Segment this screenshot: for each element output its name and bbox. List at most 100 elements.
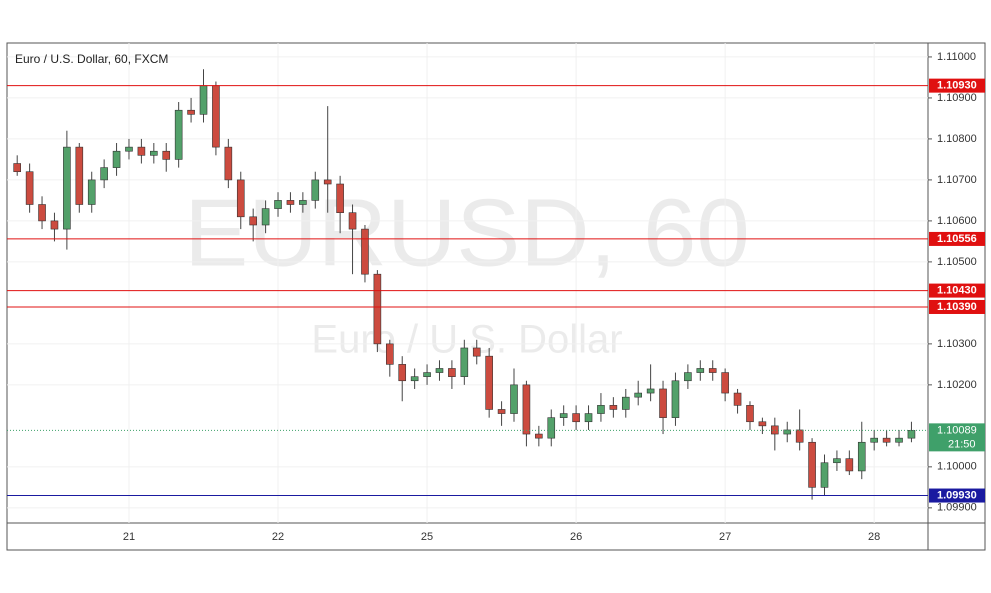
level-tag (929, 299, 985, 314)
level-label: 1.10430 (937, 284, 977, 296)
candle-body (708, 368, 717, 373)
candle-body (100, 167, 108, 181)
candle-body (112, 150, 121, 168)
candle-body (547, 417, 556, 439)
y-tick-label: 1.10700 (937, 174, 977, 186)
x-tick-label: 21 (123, 531, 135, 543)
candle-body (125, 146, 133, 152)
y-tick-label: 1.11000 (937, 51, 976, 63)
candle-body (721, 372, 729, 394)
x-tick-label: 27 (719, 531, 731, 543)
y-tick-label: 1.10200 (937, 379, 977, 391)
level-label: 1.10930 (937, 80, 977, 92)
y-tick-label: 1.10800 (937, 133, 977, 145)
candle-body (336, 183, 344, 214)
candle-body (50, 220, 59, 230)
chart-title: Euro / U.S. Dollar, 60, FXCM (15, 52, 168, 66)
candle-body (410, 376, 419, 382)
candle-body (833, 458, 841, 464)
candle-body (286, 200, 295, 205)
candle-body (659, 388, 667, 418)
candle-body (274, 200, 282, 209)
candle-body (361, 228, 369, 275)
candle-body (75, 146, 84, 205)
candle-body (597, 405, 605, 414)
candle-body (323, 179, 332, 185)
candle-body (249, 216, 257, 226)
candle-body (87, 179, 96, 205)
candle-body (472, 347, 481, 357)
candle-body (684, 372, 692, 382)
x-tick-label: 25 (421, 531, 433, 543)
candle-body (385, 343, 394, 365)
frame (6, 42, 986, 551)
candle-body (212, 85, 220, 148)
countdown-label: 21:50 (948, 438, 976, 450)
candle-body (174, 109, 183, 160)
candle-body (559, 413, 568, 418)
candle-body (224, 146, 233, 181)
candle-body (857, 441, 866, 472)
candle-body (510, 384, 518, 414)
watermark: EURUSD, 60 (184, 179, 750, 286)
candle-body (845, 458, 854, 472)
y-tick-label: 1.10500 (937, 256, 977, 268)
current-price-label: 1.10089 (937, 424, 977, 436)
y-tick-label: 1.10900 (937, 92, 977, 104)
candle-body (199, 85, 208, 115)
candle-body (485, 355, 493, 410)
candle-body (38, 204, 46, 222)
candle-body (572, 413, 580, 423)
candle-body (13, 163, 21, 173)
candle-body (435, 368, 444, 373)
candle-body (187, 109, 195, 115)
candle-body (634, 392, 643, 398)
y-tick-label: 1.10000 (937, 461, 977, 473)
y-tick-label: 1.10300 (937, 338, 977, 350)
level-label: 1.10556 (937, 233, 977, 245)
candle-body (299, 200, 307, 205)
candle-body (261, 208, 270, 226)
candle-body (63, 146, 71, 230)
candle-body (398, 364, 407, 382)
candle-body (609, 405, 618, 410)
candle-body (150, 150, 158, 156)
candle-body (696, 368, 705, 373)
x-tick-label: 22 (272, 531, 284, 543)
candle-body (621, 396, 630, 410)
candle-body (882, 437, 891, 443)
candle-body (137, 146, 146, 156)
candle-body (535, 433, 543, 439)
candle-body (907, 430, 916, 439)
candle-body (460, 347, 469, 377)
candle-body (808, 441, 816, 488)
candle-body (746, 405, 754, 423)
candle-body (311, 179, 320, 201)
candle-body (348, 212, 357, 230)
current-price-tag (929, 423, 985, 452)
candle-body (758, 421, 767, 427)
candle-body (895, 437, 903, 443)
candle-body (870, 437, 878, 443)
level-tag (929, 231, 985, 246)
candle-body (373, 273, 382, 345)
candle-body (236, 179, 245, 218)
candle-body (671, 380, 680, 418)
candle-body (25, 171, 34, 205)
candle-body (646, 388, 655, 394)
level-tag (929, 488, 985, 503)
candle-body (497, 409, 506, 414)
level-tag (929, 283, 985, 298)
y-tick-label: 1.10600 (937, 215, 977, 227)
candle-body (733, 392, 742, 406)
candle-body (820, 462, 829, 488)
level-tag (929, 78, 985, 93)
level-label: 1.09930 (937, 489, 977, 501)
candle-body (584, 413, 593, 423)
candle-body (162, 150, 171, 160)
candle-body (795, 429, 804, 443)
level-label: 1.10390 (937, 301, 977, 313)
candle-body (448, 368, 456, 377)
x-tick-label: 28 (868, 531, 880, 543)
